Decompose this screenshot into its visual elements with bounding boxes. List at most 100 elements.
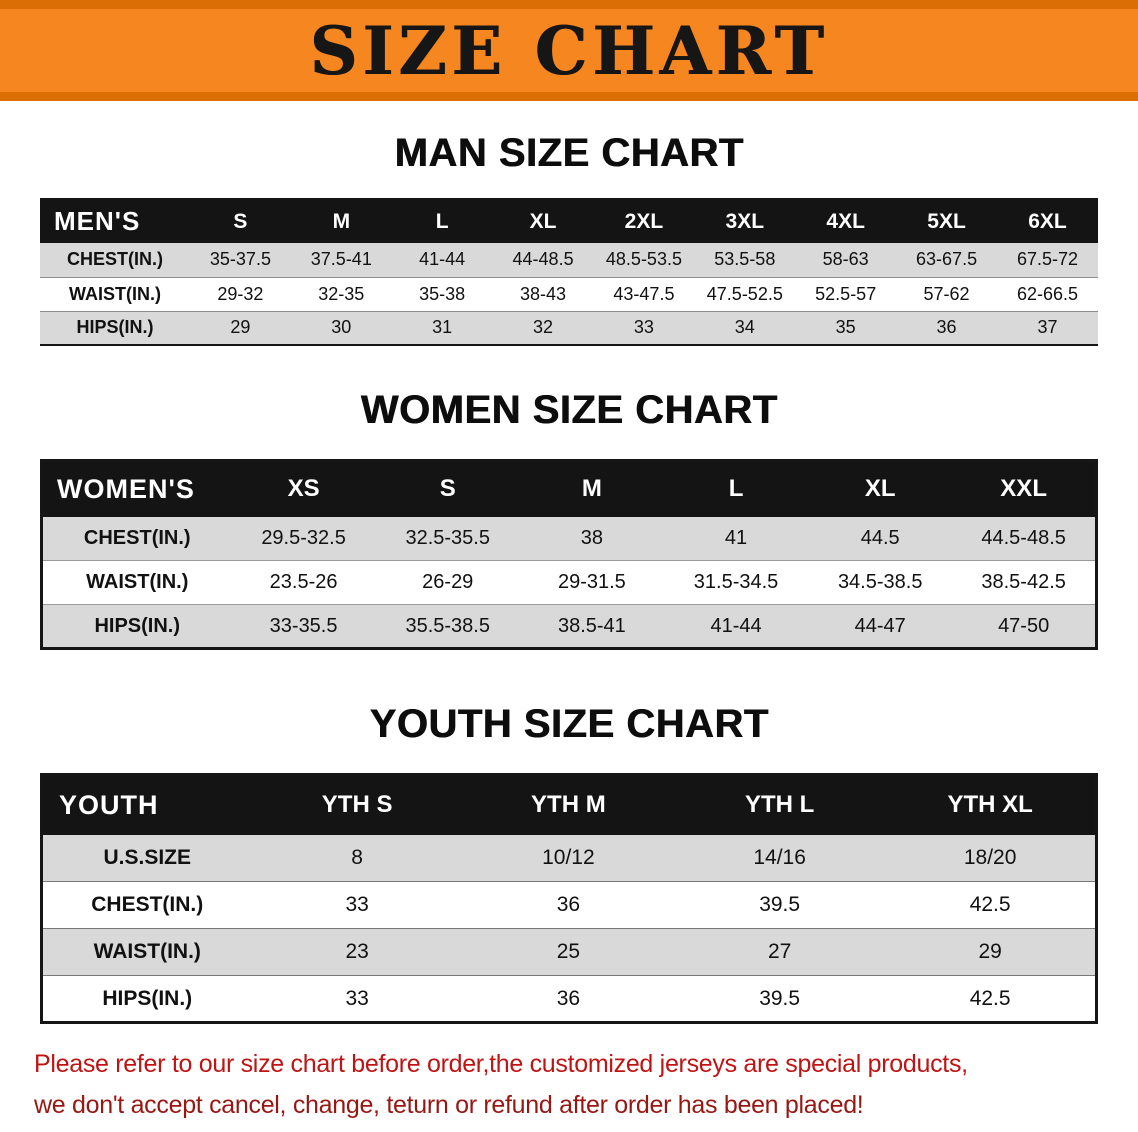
men-col-header: 4XL bbox=[795, 199, 897, 243]
size-cell: 52.5-57 bbox=[815, 283, 877, 304]
size-cell: 37.5-41 bbox=[310, 249, 372, 270]
size-cell: 10/12 bbox=[542, 845, 595, 869]
men-size-table: MEN'S S M L XL 2XL 3XL 4XL 5XL 6XL CHEST… bbox=[40, 198, 1098, 346]
women-section: WOMEN SIZE CHART WOMEN'S XS S M L XL XXL… bbox=[0, 388, 1138, 650]
men-col-header: 3XL bbox=[694, 199, 796, 243]
size-cell: 67.5-72 bbox=[1016, 249, 1079, 270]
youth-col-header: YTH L bbox=[674, 774, 886, 835]
youth-corner-label: YOUTH bbox=[41, 774, 252, 835]
size-cell: 36 bbox=[556, 986, 581, 1010]
size-cell: 39.5 bbox=[759, 986, 801, 1010]
youth-col-header: YTH M bbox=[462, 774, 674, 835]
size-cell: 41-44 bbox=[419, 249, 466, 270]
row-label: HIPS(IN.) bbox=[76, 317, 154, 338]
size-cell: 38 bbox=[580, 526, 604, 549]
youth-waist-row: WAIST(IN.) 23 25 27 29 bbox=[41, 928, 1097, 976]
men-col-header: M bbox=[290, 199, 392, 243]
size-cell: 29 bbox=[978, 940, 1002, 963]
size-cell: 58-63 bbox=[822, 249, 869, 270]
size-cell: 35-38 bbox=[419, 283, 466, 304]
size-cell: 63-67.5 bbox=[916, 249, 978, 270]
size-cell: 29 bbox=[230, 317, 251, 338]
women-chest-row: CHEST(IN.) 29.5-32.5 32.5-35.5 38 41 44.… bbox=[41, 516, 1097, 561]
size-cell: 33-35.5 bbox=[269, 614, 338, 637]
men-section: MAN SIZE CHART MEN'S S M L XL 2XL 3XL 4X… bbox=[0, 131, 1138, 346]
size-cell: 44-48.5 bbox=[512, 249, 574, 270]
size-cell: 38.5-42.5 bbox=[981, 571, 1066, 593]
size-cell: 18/20 bbox=[963, 845, 1017, 869]
size-cell: 33 bbox=[345, 893, 369, 916]
size-cell: 27 bbox=[767, 940, 792, 963]
size-cell: 29-32 bbox=[217, 283, 264, 304]
size-cell: 57-62 bbox=[923, 283, 970, 304]
men-hips-row: HIPS(IN.) 29 30 31 32 33 34 35 36 37 bbox=[40, 311, 1098, 345]
row-label: CHEST(IN.) bbox=[67, 249, 163, 270]
youth-size-table: YOUTH YTH S YTH M YTH L YTH XL U.S.SIZE … bbox=[40, 773, 1098, 1024]
women-waist-row: WAIST(IN.) 23.5-26 26-29 29-31.5 31.5-34… bbox=[41, 560, 1097, 605]
youth-header-row: YOUTH YTH S YTH M YTH L YTH XL bbox=[41, 774, 1097, 835]
women-col-header: XS bbox=[231, 460, 376, 517]
size-cell: 14/16 bbox=[753, 845, 806, 869]
youth-section: YOUTH SIZE CHART YOUTH YTH S YTH M YTH L… bbox=[0, 702, 1138, 1024]
row-label: CHEST(IN.) bbox=[91, 893, 204, 916]
row-label: WAIST(IN.) bbox=[86, 571, 189, 593]
size-cell: 31.5-34.5 bbox=[693, 571, 779, 593]
men-col-header: S bbox=[190, 199, 291, 243]
size-cell: 47-50 bbox=[998, 614, 1050, 637]
size-cell: 26-29 bbox=[422, 571, 474, 593]
size-cell: 36 bbox=[936, 317, 957, 338]
men-col-header: L bbox=[391, 199, 493, 243]
women-corner-label: WOMEN'S bbox=[41, 460, 232, 517]
women-col-header: XXL bbox=[952, 460, 1097, 517]
size-cell: 8 bbox=[351, 845, 363, 869]
women-header-row: WOMEN'S XS S M L XL XXL bbox=[41, 460, 1097, 517]
size-cell: 29.5-32.5 bbox=[261, 526, 346, 549]
size-cell: 32.5-35.5 bbox=[405, 526, 490, 549]
size-cell: 39.5 bbox=[759, 893, 801, 916]
youth-hips-row: HIPS(IN.) 33 36 39.5 42.5 bbox=[41, 975, 1097, 1023]
men-col-header: 2XL bbox=[593, 199, 695, 243]
row-label: U.S.SIZE bbox=[103, 845, 192, 869]
youth-col-header: YTH XL bbox=[885, 774, 1097, 835]
size-cell: 35 bbox=[835, 317, 856, 338]
size-cell: 35.5-38.5 bbox=[405, 614, 490, 637]
size-cell: 30 bbox=[331, 317, 352, 338]
size-cell: 32 bbox=[533, 317, 554, 338]
size-cell: 41 bbox=[724, 526, 748, 549]
size-cell: 44.5-48.5 bbox=[981, 526, 1066, 549]
row-label: HIPS(IN.) bbox=[94, 614, 181, 637]
women-size-table: WOMEN'S XS S M L XL XXL CHEST(IN.) 29.5-… bbox=[40, 459, 1098, 650]
size-cell: 29-31.5 bbox=[557, 571, 626, 593]
size-cell: 23.5-26 bbox=[269, 571, 338, 593]
size-cell: 33 bbox=[633, 317, 654, 338]
youth-chest-row: CHEST(IN.) 33 36 39.5 42.5 bbox=[41, 881, 1097, 929]
men-col-header: XL bbox=[492, 199, 594, 243]
size-cell: 43-47.5 bbox=[613, 283, 675, 304]
size-cell: 38-43 bbox=[520, 283, 567, 304]
footer-note: Please refer to our size chart before or… bbox=[0, 1024, 1138, 1121]
size-cell: 42.5 bbox=[969, 893, 1011, 916]
women-col-header: M bbox=[519, 460, 664, 517]
size-cell: 31 bbox=[432, 317, 453, 338]
size-cell: 42.5 bbox=[969, 986, 1011, 1010]
size-cell: 35-37.5 bbox=[209, 249, 271, 270]
size-cell: 44.5 bbox=[860, 526, 900, 549]
men-header-row: MEN'S S M L XL 2XL 3XL 4XL 5XL 6XL bbox=[40, 199, 1098, 243]
banner-title: SIZE CHART bbox=[309, 11, 829, 90]
men-chest-row: CHEST(IN.) 35-37.5 37.5-41 41-44 44-48.5… bbox=[40, 243, 1098, 277]
footer-line-1: Please refer to our size chart before or… bbox=[34, 1050, 968, 1078]
men-corner-label: MEN'S bbox=[40, 199, 190, 243]
women-col-header: L bbox=[663, 460, 809, 517]
size-cell: 41-44 bbox=[710, 614, 762, 637]
banner: SIZE CHART bbox=[0, 0, 1138, 101]
women-col-header: XL bbox=[808, 460, 953, 517]
youth-heading: YOUTH SIZE CHART bbox=[369, 702, 769, 746]
size-cell: 25 bbox=[556, 940, 581, 963]
youth-ussize-row: U.S.SIZE 8 10/12 14/16 18/20 bbox=[41, 834, 1097, 882]
men-col-header: 6XL bbox=[997, 199, 1098, 243]
row-label: HIPS(IN.) bbox=[102, 986, 193, 1010]
men-col-header: 5XL bbox=[896, 199, 997, 243]
women-hips-row: HIPS(IN.) 33-35.5 35.5-38.5 38.5-41 41-4… bbox=[41, 604, 1097, 649]
size-cell: 44-47 bbox=[854, 614, 906, 637]
men-waist-row: WAIST(IN.) 29-32 32-35 35-38 38-43 43-47… bbox=[40, 277, 1098, 311]
